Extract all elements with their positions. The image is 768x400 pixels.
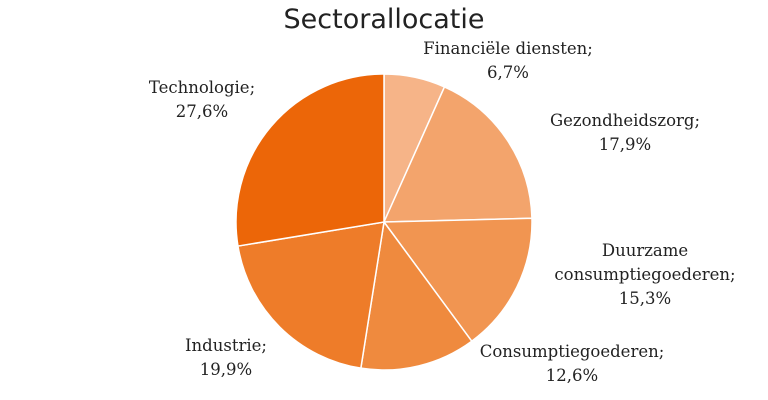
value-label: 15,3%: [618, 289, 672, 308]
category-label: Financiële diensten;: [423, 39, 593, 58]
value-label: 6,7%: [487, 63, 529, 82]
value-label: 27,6%: [175, 102, 229, 121]
pie-slice: [359, 220, 473, 371]
category-label: Duurzame consumptiegoederen;: [554, 241, 736, 284]
data-label: Gezondheidszorg; 17,9%: [530, 109, 720, 157]
category-label: Consumptiegoederen;: [479, 342, 665, 361]
data-label: Technologie; 27,6%: [132, 76, 272, 124]
data-label: Duurzame consumptiegoederen; 15,3%: [530, 239, 760, 311]
pie-slice: [237, 221, 385, 370]
category-label: Gezondheidszorg;: [549, 111, 701, 130]
pie-slice: [382, 217, 533, 343]
data-label: Industrie; 19,9%: [166, 334, 286, 382]
chart-title: Sectorallocatie: [283, 4, 485, 35]
pie-slice: [235, 73, 385, 247]
category-label: Industrie;: [185, 336, 267, 355]
pie-slice: [382, 85, 533, 223]
value-label: 19,9%: [199, 360, 253, 379]
value-label: 17,9%: [598, 135, 652, 154]
data-label: Financiële diensten; 6,7%: [423, 37, 593, 85]
value-label: 12,6%: [545, 366, 599, 385]
category-label: Technologie;: [148, 78, 256, 97]
data-label: Consumptiegoederen; 12,6%: [457, 340, 687, 388]
